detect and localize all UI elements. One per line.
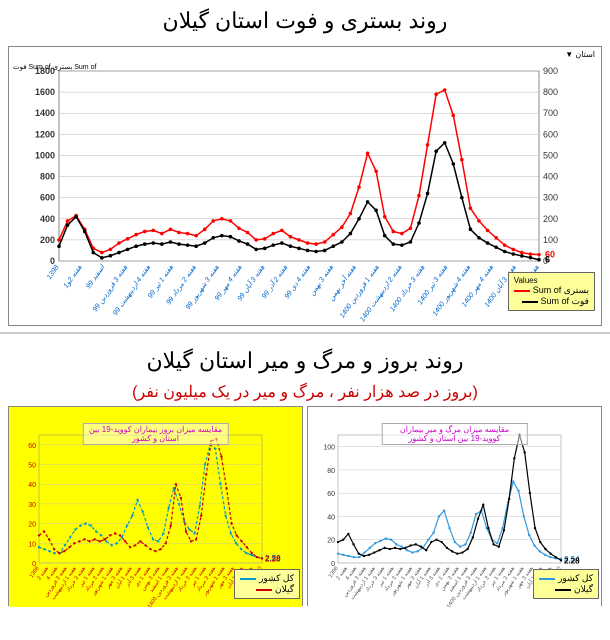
- svg-text:اسفند 99: اسفند 99: [84, 263, 107, 290]
- svg-text:400: 400: [543, 172, 558, 182]
- bl-small-title-wrap: مقایسه میزان بروز بیماران کووید-19 بین ا…: [82, 423, 229, 446]
- legend-swatch-black: [522, 301, 538, 303]
- svg-text:50: 50: [28, 463, 36, 470]
- bottom-subtitle: (بروز در صد هزار نفر ، مرگ و میر در یک م…: [0, 382, 610, 402]
- svg-text:80: 80: [327, 468, 335, 475]
- br-legend-b: گیلان: [539, 584, 593, 595]
- br-small-title-wrap: مقایسه میزان مرگ و میر بیماران کووید-19 …: [381, 423, 528, 446]
- svg-text:40: 40: [28, 482, 36, 489]
- bl-legend-b: گیلان: [240, 584, 294, 595]
- page-container: روند بستری و فوت استان گیلان استان ▼ Sum…: [0, 0, 610, 610]
- svg-text:30: 30: [28, 502, 36, 509]
- top-title: روند بستری و فوت استان گیلان: [0, 0, 610, 42]
- bottom-title: روند بروز و مرگ و میر استان گیلان: [0, 340, 610, 382]
- svg-text:6: 6: [545, 255, 550, 265]
- br-legend: کل کشور گیلان: [533, 569, 599, 599]
- svg-text:40: 40: [327, 514, 335, 521]
- svg-text:800: 800: [543, 87, 558, 97]
- svg-text:1000: 1000: [35, 150, 55, 160]
- filter-bar[interactable]: استان ▼: [11, 49, 599, 63]
- divider: [0, 332, 610, 334]
- br-small-title: مقایسه میزان مرگ و میر بیماران کووید-19 …: [381, 423, 528, 445]
- bl-legend: کل کشور گیلان: [234, 569, 300, 599]
- svg-text:700: 700: [543, 108, 558, 118]
- svg-text:600: 600: [543, 129, 558, 139]
- legend-label-black: فوت Sum of: [541, 296, 589, 307]
- svg-text:800: 800: [40, 172, 55, 182]
- bl-legend-a-label: کل کشور: [259, 573, 294, 584]
- bl-legend-b-label: گیلان: [275, 584, 294, 595]
- svg-text:2.28: 2.28: [564, 556, 580, 565]
- svg-text:100: 100: [543, 235, 558, 245]
- svg-text:2.28: 2.28: [265, 555, 281, 564]
- svg-text:1200: 1200: [35, 129, 55, 139]
- series-header: Sum of بستری Sum of فوت: [13, 63, 96, 71]
- bottom-right-panel: 0204060801003.542.281398هفته 2هفته 4هفته…: [307, 406, 602, 606]
- svg-text:100: 100: [323, 445, 335, 452]
- svg-text:هفته 2 اردیبهشت 1400: هفته 2 اردیبهشت 1400: [358, 263, 403, 323]
- svg-text:1600: 1600: [35, 87, 55, 97]
- filter-province[interactable]: استان ▼: [565, 50, 595, 59]
- legend-label-red: بستری Sum of: [533, 285, 589, 296]
- bottom-left-panel: 01020304050602.532.281398هفته 2هفته 4هفت…: [8, 406, 303, 606]
- svg-text:20: 20: [28, 522, 36, 529]
- br-legend-a-label: کل کشور: [558, 573, 593, 584]
- legend-swatch-red: [514, 290, 530, 292]
- bl-legend-a: کل کشور: [240, 573, 294, 584]
- svg-text:هفته 2و1: هفته 2و1: [63, 264, 84, 290]
- br-legend-b-label: گیلان: [574, 584, 593, 595]
- bl-swatch-a: [240, 578, 256, 580]
- svg-text:60: 60: [28, 443, 36, 450]
- legend-row-red: بستری Sum of: [514, 285, 589, 296]
- top-chart-panel: استان ▼ Sum of بستری Sum of فوت 02004006…: [8, 46, 602, 326]
- br-legend-a: کل کشور: [539, 573, 593, 584]
- svg-text:هفته 3 بهمن: هفته 3 بهمن: [309, 264, 335, 297]
- svg-text:10: 10: [28, 541, 36, 548]
- br-swatch-a: [539, 578, 555, 580]
- svg-text:500: 500: [543, 150, 558, 160]
- bl-small-title: مقایسه میزان بروز بیماران کووید-19 بین ا…: [82, 423, 229, 445]
- br-swatch-b: [555, 589, 571, 591]
- svg-text:200: 200: [40, 235, 55, 245]
- legend-header: Values: [514, 276, 589, 285]
- legend-row-black: فوت Sum of: [514, 296, 589, 307]
- svg-text:400: 400: [40, 214, 55, 224]
- top-legend: Values بستری Sum of فوت Sum of: [508, 272, 595, 311]
- svg-text:900: 900: [543, 66, 558, 76]
- svg-text:1398: 1398: [46, 264, 61, 281]
- svg-text:200: 200: [543, 214, 558, 224]
- bottom-row: 01020304050602.532.281398هفته 2هفته 4هفت…: [0, 402, 610, 610]
- svg-text:300: 300: [543, 193, 558, 203]
- svg-text:600: 600: [40, 193, 55, 203]
- svg-text:1400: 1400: [35, 108, 55, 118]
- svg-text:60: 60: [327, 491, 335, 498]
- svg-text:20: 20: [327, 538, 335, 545]
- bl-swatch-b: [256, 589, 272, 591]
